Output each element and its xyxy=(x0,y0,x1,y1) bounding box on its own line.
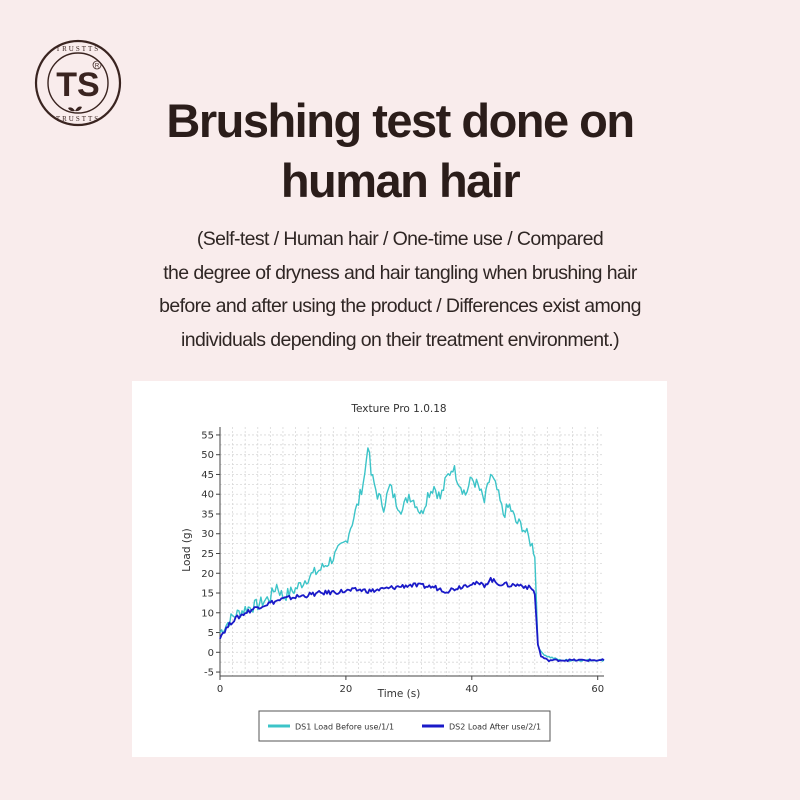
logo-letters: TS xyxy=(56,66,99,104)
legend-label-ds1: DS1 Load Before use/1/1 xyxy=(295,723,394,732)
legend: DS1 Load Before use/1/1 DS2 Load After u… xyxy=(258,710,551,742)
page-title-line2: human hair xyxy=(280,154,521,207)
note-line4: individuals depending on their treatment… xyxy=(180,329,620,351)
load-time-chart: Texture Pro 1.0.18 -50510152025303540455… xyxy=(181,403,605,742)
registered-mark: R xyxy=(95,64,100,70)
x-tick-label: 40 xyxy=(465,684,478,695)
y-tick-label: -5 xyxy=(204,668,214,679)
series-line-ds2 xyxy=(219,576,605,663)
note-line2: the degree of dryness and hair tangling … xyxy=(163,262,637,284)
note-line3: before and after using the product / Dif… xyxy=(159,295,641,317)
chart-title: Texture Pro 1.0.18 xyxy=(350,403,446,415)
y-tick-label: 45 xyxy=(201,470,214,481)
y-axis-label: Load (g) xyxy=(181,528,193,571)
y-tick-label: 30 xyxy=(201,529,214,540)
y-tick-label: 55 xyxy=(201,430,214,441)
y-tick-label: 40 xyxy=(201,490,214,501)
logo-ring-top: TRUSTTS xyxy=(56,45,100,53)
y-tick-label: 35 xyxy=(201,509,214,520)
y-tick-label: 0 xyxy=(208,648,214,659)
page-title-line1: Brushing test done on xyxy=(166,94,635,147)
y-tick-label: 50 xyxy=(201,450,214,461)
note-line1: (Self-test / Human hair / One-time use /… xyxy=(196,228,604,250)
x-tick-label: 20 xyxy=(340,684,353,695)
brand-logo: TRUSTTS TRUSTTS TS R xyxy=(34,39,122,127)
x-axis-label: Time (s) xyxy=(377,688,421,700)
legend-label-ds2: DS2 Load After use/2/1 xyxy=(449,723,541,732)
y-tick-label: 20 xyxy=(201,569,214,580)
x-tick-label: 60 xyxy=(591,684,604,695)
y-tick-label: 10 xyxy=(201,608,214,619)
chart-panel: Texture Pro 1.0.18 -5 0 5 10 15 20 25 30 35 40 45 5… xyxy=(132,381,667,757)
y-tick-label: 25 xyxy=(201,549,214,560)
plot-area xyxy=(220,427,604,676)
logo-ring-bottom: TRUSTTS xyxy=(56,115,100,123)
leaf-icon xyxy=(68,106,82,112)
x-tick-label: 0 xyxy=(217,684,223,695)
y-tick-label: 15 xyxy=(201,589,214,600)
y-tick-label: 5 xyxy=(208,628,214,639)
